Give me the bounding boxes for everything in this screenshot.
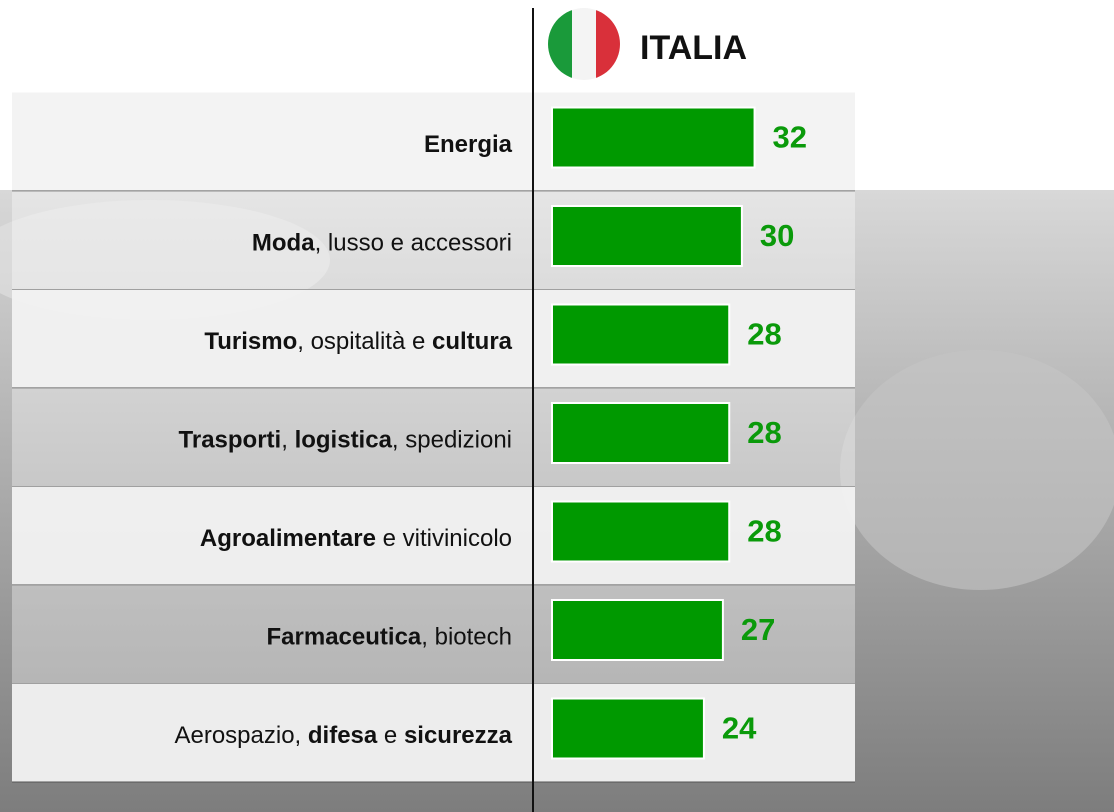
label-run: , biotech: [421, 624, 512, 651]
category-label: Turismo, ospitalità e cultura: [204, 328, 512, 355]
label-run: Moda: [252, 230, 315, 257]
category-label: Trasporti, logistica, spedizioni: [179, 427, 512, 454]
chart-title: ITALIA: [640, 29, 747, 67]
flag: [548, 8, 620, 80]
bar: [551, 500, 731, 563]
label-run: ,: [281, 427, 294, 454]
label-run: e vitivinicolo: [376, 525, 512, 552]
row-band: [12, 683, 855, 782]
label-run: logistica: [295, 427, 393, 454]
label-run: Farmaceutica: [267, 624, 422, 651]
value-label: 28: [747, 317, 781, 352]
label-run: difesa: [308, 722, 378, 749]
bar: [551, 106, 756, 169]
category-label: Moda, lusso e accessori: [252, 230, 512, 257]
value-label: 30: [760, 218, 794, 253]
value-label: 24: [722, 711, 757, 746]
label-run: Trasporti: [179, 427, 282, 454]
label-run: Energia: [424, 131, 513, 158]
label-run: sicurezza: [404, 722, 513, 749]
label-run: e: [377, 722, 404, 749]
bar: [551, 697, 705, 760]
category-label: Aerospazio, difesa e sicurezza: [174, 722, 512, 749]
label-run: , ospitalità e: [297, 328, 432, 355]
label-run: , spedizioni: [392, 427, 512, 454]
value-label: 28: [747, 514, 781, 549]
label-run: cultura: [432, 328, 513, 355]
label-run: Agroalimentare: [200, 525, 376, 552]
background-detail: [840, 350, 1114, 590]
category-label: Agroalimentare e vitivinicolo: [200, 525, 512, 552]
bar: [551, 599, 724, 661]
label-run: Turismo: [204, 328, 297, 355]
label-run: , lusso e accessori: [315, 230, 512, 257]
bar: [551, 303, 731, 366]
bar: [551, 205, 743, 267]
value-label: 28: [747, 415, 781, 450]
value-label: 27: [741, 612, 775, 647]
bar: [551, 402, 731, 464]
category-label: Farmaceutica, biotech: [267, 624, 512, 651]
value-label: 32: [773, 120, 807, 155]
category-label: Energia: [424, 131, 513, 158]
label-run: Aerospazio,: [174, 722, 307, 749]
